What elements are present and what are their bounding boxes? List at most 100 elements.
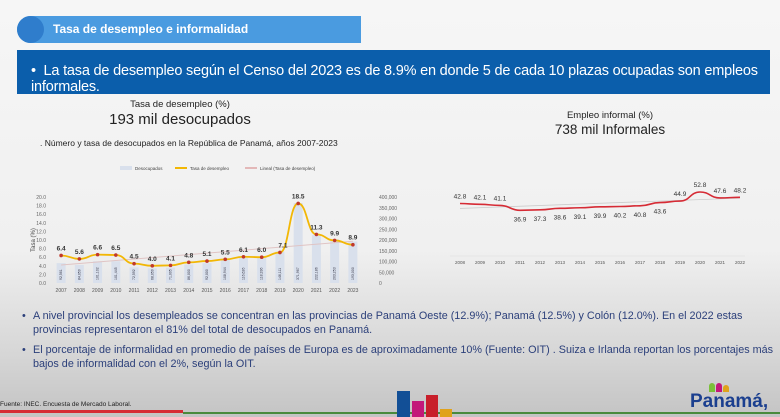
y-tick-label: 18.0 [36, 204, 46, 210]
rate-marker [332, 238, 337, 243]
x-tick-label: 2012 [535, 260, 546, 265]
rate-marker [223, 257, 228, 262]
bar-desocupados [238, 257, 248, 283]
section-title-pill: Tasa de desempleo e informalidad [17, 16, 361, 43]
informal-value-label: 40.8 [634, 212, 647, 219]
y2-tick-label: 250,000 [379, 227, 397, 233]
rate-marker [59, 253, 63, 258]
rate-value-label: 4.8 [184, 252, 193, 259]
bar-value-label: 116,626 [241, 268, 245, 280]
bar-desocupados [257, 257, 267, 283]
x-tick-label: 2019 [274, 288, 285, 294]
bar-desocupados [330, 239, 340, 283]
informal-value-label: 37.3 [534, 216, 547, 223]
x-tick-label: 2022 [735, 260, 746, 265]
rate-marker [296, 201, 300, 206]
rate-value-label: 8.9 [348, 235, 357, 242]
informal-value-label: 42.1 [474, 194, 487, 201]
x-tick-label: 2010 [495, 260, 506, 265]
informal-line [459, 191, 741, 212]
bar-value-label: 203,253 [333, 267, 337, 280]
bar-desocupados [293, 203, 303, 283]
y-tick-label: 12.0 [36, 229, 46, 235]
x-tick-label: 2017 [238, 288, 249, 294]
bar-desocupados [220, 259, 230, 283]
banner-text: La tasa de desempleo según el Censo del … [31, 63, 758, 95]
bar-value-label: 108,944 [223, 267, 227, 280]
informal-value-label: 36.9 [514, 216, 527, 223]
x-tick-label: 2014 [575, 260, 586, 265]
informal-value-label: 40.2 [614, 212, 627, 219]
legend-label: Tasa de desempleo [190, 166, 230, 171]
rate-value-label: 7.1 [278, 242, 287, 249]
x-tick-label: 2013 [555, 260, 566, 265]
rate-marker [351, 242, 355, 247]
x-tick-label: 2018 [655, 260, 666, 265]
bar-value-label: 222,186 [314, 267, 318, 280]
y-tick-label: 4.0 [39, 264, 46, 270]
x-tick-label: 2022 [329, 288, 340, 294]
x-tick-label: 2015 [201, 288, 212, 294]
x-tick-label: 2009 [475, 260, 486, 265]
rate-marker [205, 259, 209, 263]
x-tick-label: 2023 [347, 288, 358, 294]
x-tick-label: 2021 [311, 288, 322, 294]
bar-desocupados [74, 264, 84, 283]
x-tick-label: 2018 [256, 288, 267, 294]
unemployment-chart: Desocupados Tasa de desempleo Lineal (Tasa… [31, 166, 397, 294]
y-axis-label: Tasa (%) [31, 228, 37, 252]
bullet-europe: El porcentaje de informalidad en promedi… [22, 343, 774, 371]
bar-value-label: 68,059 [150, 269, 154, 280]
legend-label: Desocupados [135, 166, 163, 171]
x-tick-label: 2016 [220, 288, 231, 294]
x-tick-label: 2015 [595, 260, 606, 265]
bar-value-label: 84,059 [77, 269, 81, 280]
bar-desocupados [348, 241, 358, 283]
x-tick-label: 2012 [147, 288, 158, 294]
bar-desocupados [56, 263, 66, 283]
bar-value-label: 371,967 [296, 267, 300, 280]
bar-value-label: 92,561 [59, 269, 63, 280]
section-title: Tasa de desempleo e informalidad [53, 22, 249, 36]
x-tick-label: 2016 [615, 260, 626, 265]
y2-tick-label: 100,000 [379, 260, 397, 266]
rate-value-label: 6.5 [111, 245, 120, 252]
informal-employment-chart: 42.8 42.1 41.1 36.9 37.3 38.6 39.1 39.9 40.2 40.8… [450, 182, 747, 265]
bar-value-label: 101,102 [96, 267, 100, 280]
rate-value-label: 5.1 [202, 251, 211, 258]
informal-value-label: 38.6 [554, 214, 567, 221]
y-tick-label: 8.0 [39, 247, 46, 253]
rate-marker [114, 253, 118, 257]
rate-marker [278, 250, 282, 255]
rate-value-label: 9.9 [330, 230, 339, 237]
y2-tick-label: 400,000 [379, 195, 397, 201]
bar-value-label: 72,592 [132, 269, 136, 280]
logo-bars-icon [397, 391, 457, 417]
left-chart-headline: 193 mil desocupados [109, 111, 251, 128]
y2-tick-label: 200,000 [379, 238, 397, 244]
rate-value-label: 5.5 [221, 249, 230, 256]
y-tick-label: 20.0 [36, 195, 46, 201]
rate-value-label: 4.1 [166, 255, 175, 262]
x-tick-label: 2020 [695, 260, 706, 265]
left-chart-title: Tasa de desempleo (%) [130, 99, 230, 110]
bar-desocupados [202, 263, 212, 283]
informal-value-label: 44.9 [674, 191, 687, 198]
informal-value-label: 39.1 [574, 214, 587, 221]
informal-value-label: 47.6 [714, 188, 727, 195]
x-tick-label: 2019 [675, 260, 686, 265]
x-tick-label: 2014 [183, 288, 194, 294]
informal-value-label: 52.8 [694, 182, 707, 189]
rate-marker [314, 232, 319, 237]
bar-desocupados [275, 251, 285, 283]
x-tick-label: 2021 [715, 260, 726, 265]
x-tick-label: 2011 [515, 260, 525, 265]
x-tick-label: 2008 [455, 260, 466, 265]
rate-value-label: 6.6 [93, 245, 102, 252]
rate-value-label: 11.3 [310, 224, 323, 231]
bar-desocupados [166, 267, 176, 283]
rate-value-label: 6.4 [57, 245, 66, 252]
x-tick-label: 2017 [635, 260, 646, 265]
rate-marker [186, 260, 191, 265]
right-chart-title: Empleo informal (%) [566, 110, 654, 121]
